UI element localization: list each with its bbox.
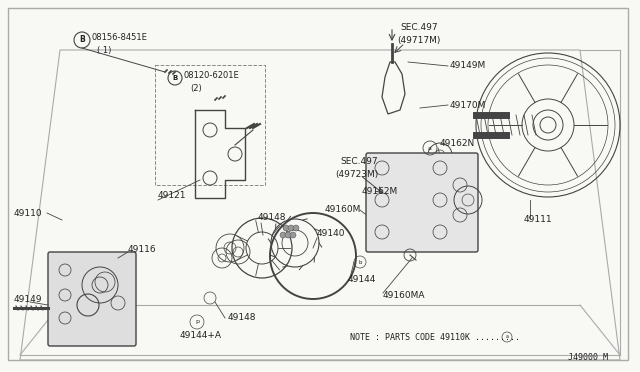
Text: 49110: 49110 xyxy=(14,208,43,218)
Text: 49148: 49148 xyxy=(228,314,257,323)
FancyBboxPatch shape xyxy=(48,252,136,346)
Text: 49160MA: 49160MA xyxy=(383,291,426,299)
Text: (49723M): (49723M) xyxy=(335,170,378,179)
Text: SEC.497: SEC.497 xyxy=(400,23,438,32)
FancyBboxPatch shape xyxy=(366,153,478,252)
Text: a: a xyxy=(428,145,432,151)
Text: 49170M: 49170M xyxy=(450,100,486,109)
Circle shape xyxy=(290,232,296,238)
Text: ( 1): ( 1) xyxy=(97,45,111,55)
Text: 49121: 49121 xyxy=(158,192,186,201)
Circle shape xyxy=(288,225,294,231)
Text: (49717M): (49717M) xyxy=(397,35,440,45)
Text: 49116: 49116 xyxy=(128,246,157,254)
Text: (2): (2) xyxy=(190,83,202,93)
Bar xyxy=(155,65,265,185)
Text: J49000 M: J49000 M xyxy=(568,353,608,362)
Text: B: B xyxy=(79,35,85,45)
Text: a: a xyxy=(506,334,509,340)
Text: 49140: 49140 xyxy=(317,228,346,237)
Text: NOTE : PARTS CODE 49110K .........: NOTE : PARTS CODE 49110K ......... xyxy=(350,333,520,341)
Text: 49162M: 49162M xyxy=(362,187,398,196)
Circle shape xyxy=(293,225,299,231)
Text: SEC.497: SEC.497 xyxy=(340,157,378,167)
Text: 49149M: 49149M xyxy=(450,61,486,71)
Text: b: b xyxy=(358,260,362,264)
Text: 49149: 49149 xyxy=(14,295,42,305)
Text: 49144+A: 49144+A xyxy=(180,331,222,340)
Text: 49160M: 49160M xyxy=(325,205,362,215)
Text: p: p xyxy=(195,320,199,324)
Text: 08156-8451E: 08156-8451E xyxy=(92,33,148,42)
Circle shape xyxy=(285,232,291,238)
Circle shape xyxy=(280,232,286,238)
Text: 49148: 49148 xyxy=(258,214,287,222)
Text: 08120-6201E: 08120-6201E xyxy=(184,71,240,80)
Text: 49162N: 49162N xyxy=(440,138,476,148)
Text: 49144: 49144 xyxy=(348,276,376,285)
Text: 49111: 49111 xyxy=(524,215,552,224)
Text: B: B xyxy=(172,75,178,81)
Circle shape xyxy=(283,225,289,231)
